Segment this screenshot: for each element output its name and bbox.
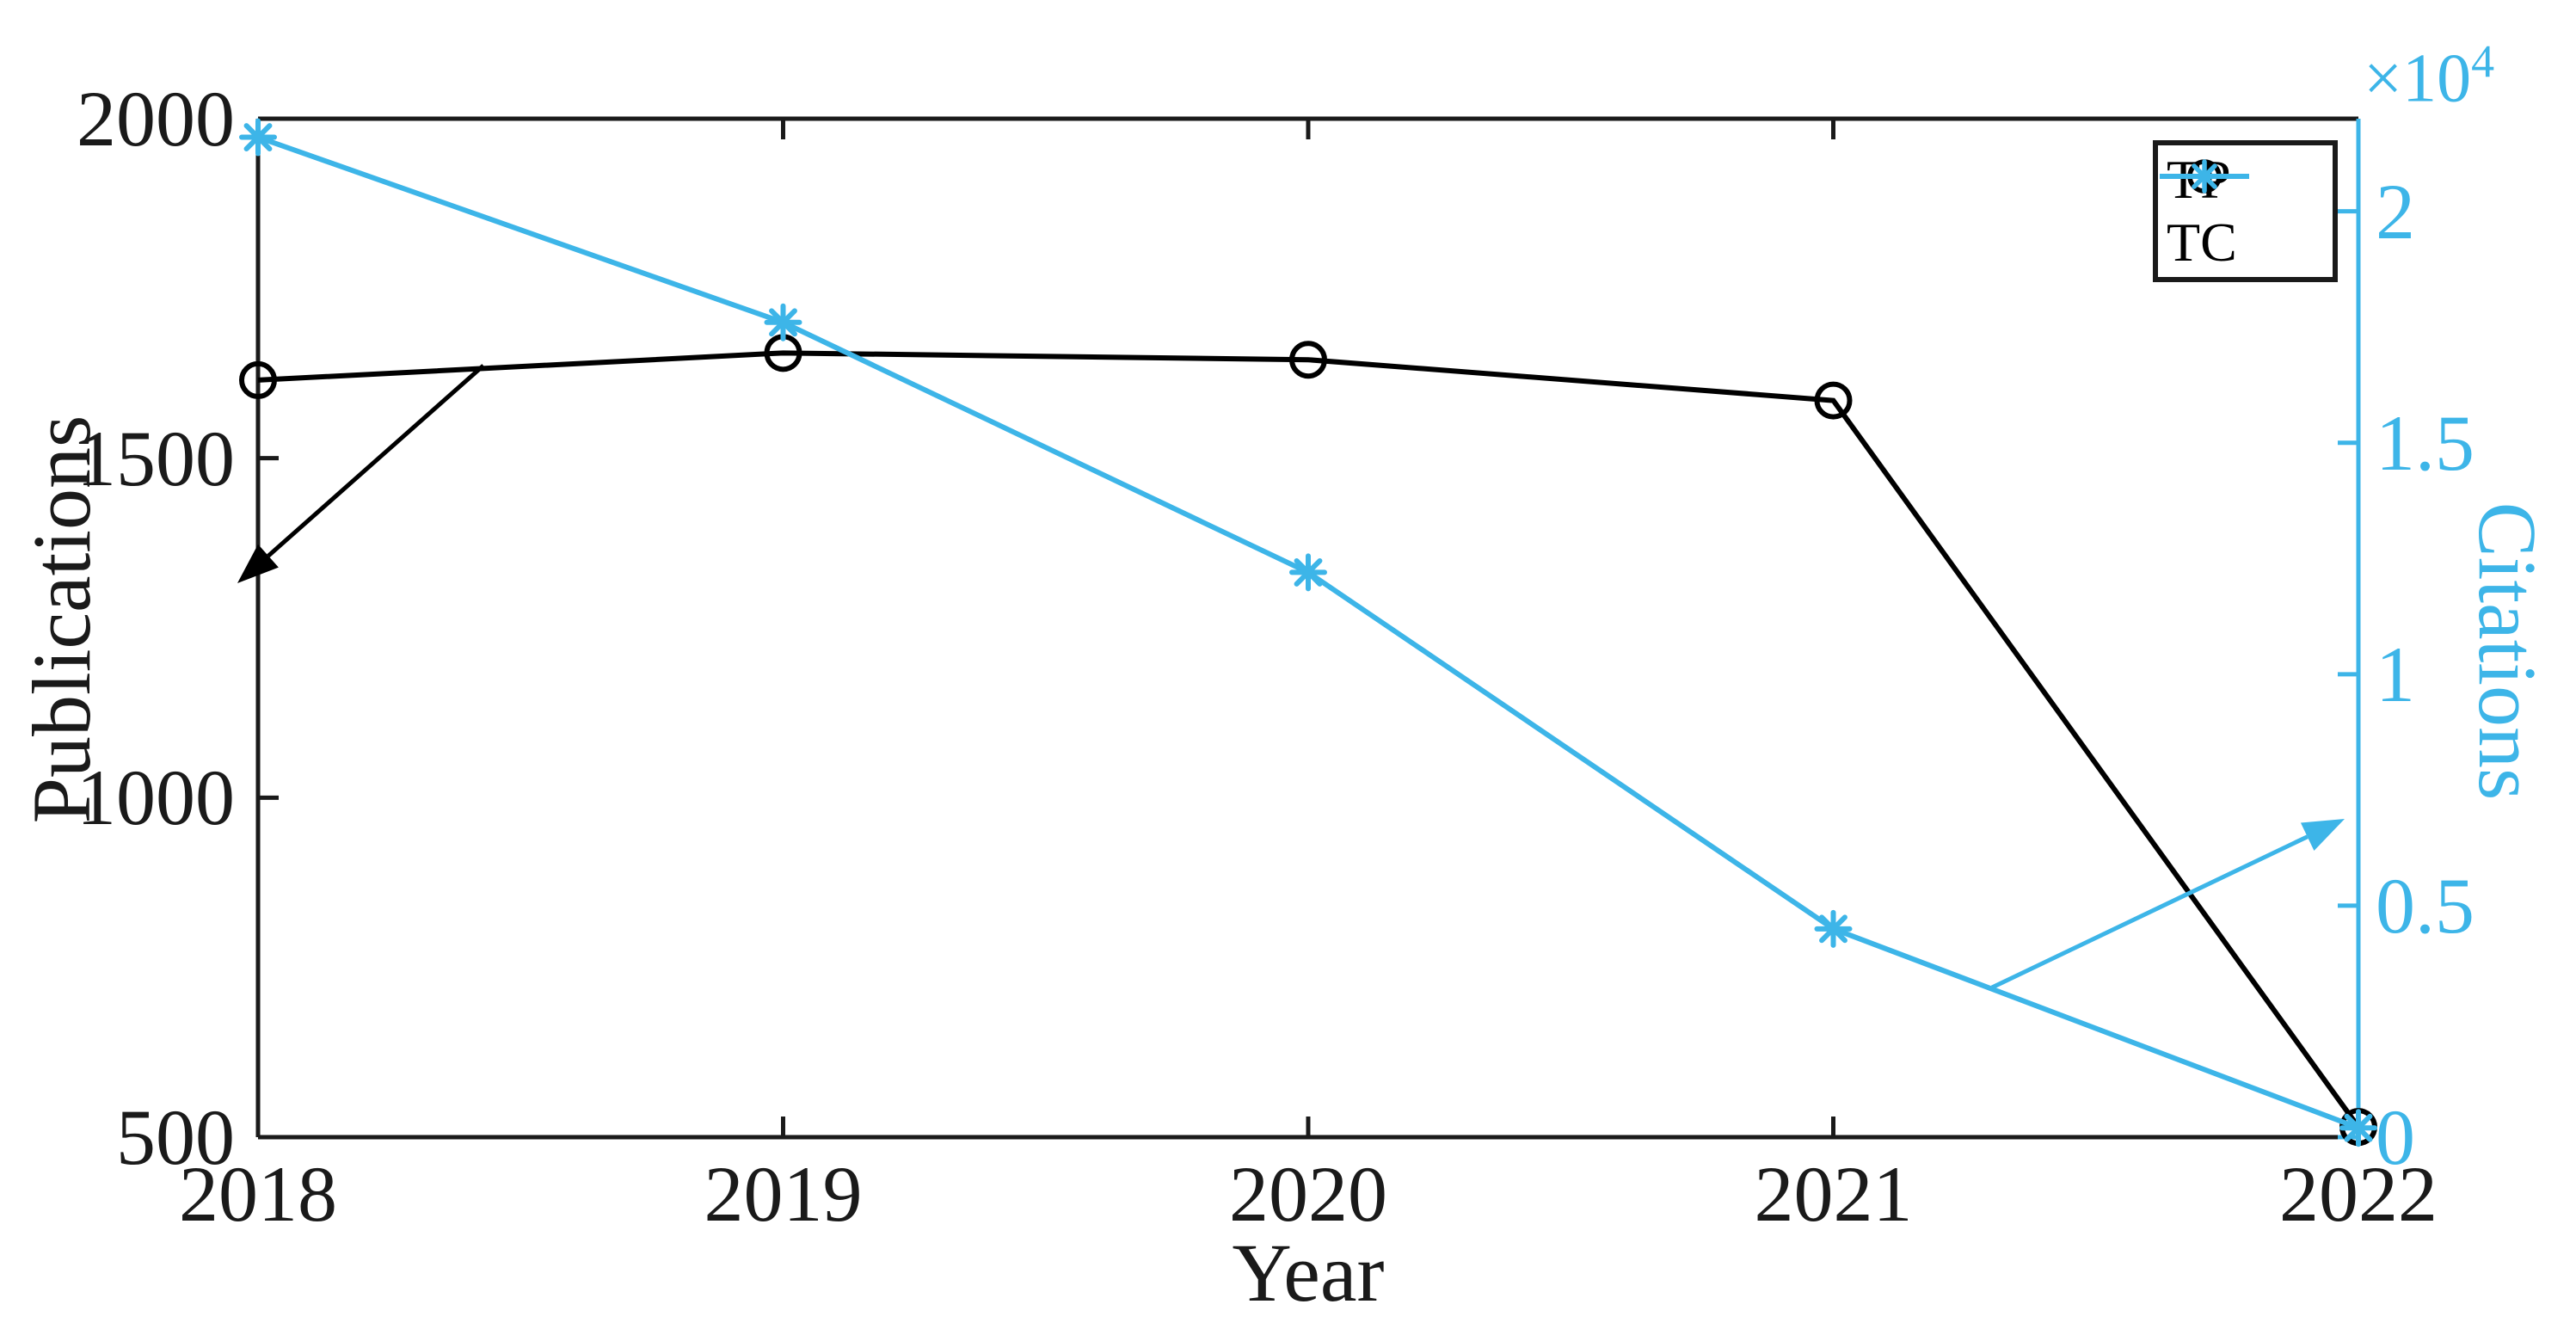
multiplier-base: ×10 xyxy=(2364,40,2472,117)
asterisk-spoke xyxy=(1819,914,1847,944)
series-line-tp xyxy=(257,350,2361,1129)
x-tick-label-2021: 2021 xyxy=(1754,1150,1913,1238)
x-tick-label-2018: 2018 xyxy=(179,1150,337,1238)
left-tick-label-1500: 1500 xyxy=(77,414,235,502)
left-tick-label-1000: 1000 xyxy=(77,754,235,842)
marker-asterisk-tc-2021 xyxy=(1814,909,1853,948)
x-tick-label-2020: 2020 xyxy=(1229,1150,1387,1238)
right-tick-label-2: 2 xyxy=(2376,167,2415,255)
right-axis-title: Citations xyxy=(2462,501,2554,801)
right-tick-label-0.5: 0.5 xyxy=(2376,861,2475,950)
marker-asterisk-tc-2020 xyxy=(1289,553,1327,592)
legend-sample-marker-tc xyxy=(2187,159,2222,194)
tc-right-axis-arrow-head xyxy=(2300,819,2345,851)
tp-left-axis-arrow-head xyxy=(237,544,279,583)
left-tick-label-500: 500 xyxy=(116,1093,235,1181)
left-axis-title: Publications xyxy=(15,415,108,824)
legend-label-tc: TC xyxy=(2167,211,2237,273)
x-axis-title: Year xyxy=(1232,1227,1385,1319)
tc-line-asterisk-sample-icon xyxy=(2160,159,2249,194)
legend-entry-tc: TC xyxy=(2160,159,2329,273)
x-tick-label-2022: 2022 xyxy=(2279,1150,2438,1238)
asterisk-spoke xyxy=(2344,1113,2373,1142)
asterisk-spoke xyxy=(243,123,273,151)
right-axis-multiplier: ×104 xyxy=(2364,39,2494,114)
marker-circle-tp-2020 xyxy=(1289,341,1327,379)
marker-asterisk-tc-2018 xyxy=(239,118,277,157)
legend: TP TC xyxy=(2153,140,2338,282)
x-tick-label-2019: 2019 xyxy=(704,1150,863,1238)
tc-right-axis-arrow-shaft xyxy=(1990,834,2309,990)
asterisk-spoke xyxy=(769,308,797,337)
right-tick-label-0: 0 xyxy=(2376,1093,2415,1181)
right-tick-label-1: 1 xyxy=(2376,630,2415,718)
tp-left-axis-arrow-shaft xyxy=(267,364,485,558)
multiplier-exponent: 4 xyxy=(2471,35,2495,88)
asterisk-spoke xyxy=(1294,557,1323,587)
marker-asterisk-tc-2022 xyxy=(2339,1109,2377,1147)
right-tick-label-1.5: 1.5 xyxy=(2376,398,2475,487)
left-tick-label-2000: 2000 xyxy=(77,75,235,163)
asterisk-spoke xyxy=(2192,163,2217,189)
series-line-tc xyxy=(257,134,2360,1131)
marker-circle-tp-2021 xyxy=(1814,381,1853,420)
marker-asterisk-tc-2019 xyxy=(764,303,802,341)
marker-circle-tp-2018 xyxy=(239,360,277,399)
